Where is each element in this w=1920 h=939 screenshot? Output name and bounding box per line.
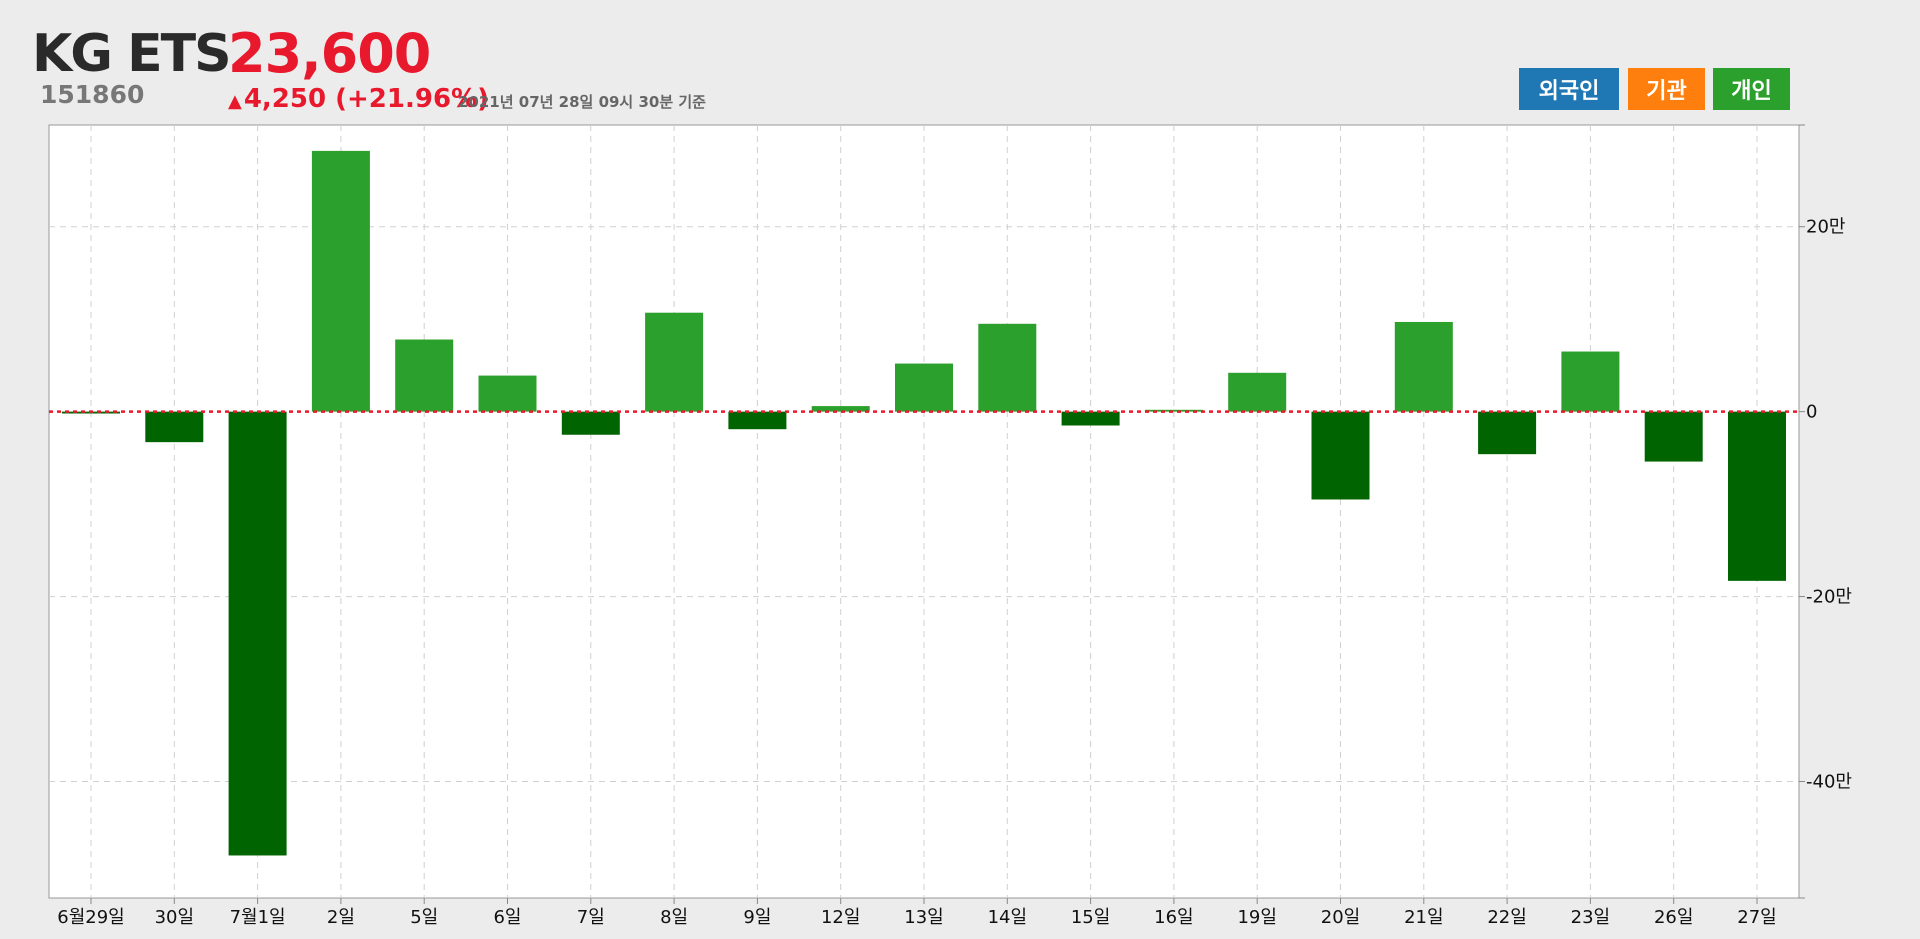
bar [561, 411, 620, 435]
bar [1311, 411, 1370, 500]
bar [895, 363, 953, 412]
bar [395, 339, 454, 412]
bar [478, 375, 537, 412]
x-tick-label: 6일 [493, 907, 521, 928]
up-arrow-icon: ▲ [228, 91, 242, 112]
bar [1061, 411, 1120, 426]
x-tick-label: 2일 [327, 907, 355, 928]
stock-name: KG ETS [32, 24, 232, 84]
bar [1728, 411, 1786, 581]
y-tick-label: 0 [1806, 402, 1817, 423]
bar [1644, 411, 1703, 462]
legend-foreign-button[interactable]: 외국인 [1519, 68, 1619, 110]
bar [645, 312, 704, 412]
x-tick-label: 16일 [1154, 907, 1193, 928]
bar [728, 411, 787, 430]
bar [978, 323, 1037, 412]
legend-individual-button[interactable]: 개인 [1713, 68, 1790, 110]
bar [1561, 351, 1620, 412]
stock-code: 151860 [40, 80, 145, 109]
x-tick-label: 12일 [821, 907, 860, 928]
y-tick-label: -20만 [1806, 587, 1852, 608]
x-tick-label: 9일 [743, 907, 771, 928]
bar [228, 411, 287, 856]
stock-header: KG ETS 23,600 151860 ▲4,250 (+21.96%) 20… [0, 0, 1920, 125]
x-tick-label: 26일 [1654, 907, 1693, 928]
bar [1478, 411, 1537, 455]
timestamp: 2021년 07년 28일 09시 30분 기준 [458, 93, 706, 111]
bar [1394, 321, 1453, 412]
x-tick-label: 27일 [1737, 907, 1776, 928]
y-tick-label: 20만 [1806, 217, 1845, 238]
x-tick-label: 15일 [1071, 907, 1110, 928]
bar [811, 406, 870, 412]
x-tick-label: 23일 [1571, 907, 1610, 928]
bar [145, 411, 204, 443]
x-tick-label: 20일 [1321, 907, 1360, 928]
x-tick-label: 7일 [577, 907, 605, 928]
x-tick-label: 5일 [410, 907, 438, 928]
price-change: ▲4,250 (+21.96%) [228, 84, 489, 114]
price-change-value: 4,250 (+21.96%) [243, 84, 489, 114]
bar [311, 150, 370, 412]
x-tick-label: 13일 [904, 907, 943, 928]
legend-institution-button[interactable]: 기관 [1628, 68, 1705, 110]
bar [1144, 409, 1203, 412]
x-tick-label: 19일 [1237, 907, 1276, 928]
stock-price: 23,600 [228, 22, 431, 85]
x-tick-label: 30일 [155, 907, 194, 928]
y-tick-label: -40만 [1806, 771, 1852, 792]
x-tick-label: 6월29일 [57, 907, 124, 928]
y-axis: 20만 0 -20만 -40만 [1798, 124, 1852, 899]
x-tick-label: 21일 [1404, 907, 1443, 928]
x-tick-label: 8일 [660, 907, 688, 928]
x-tick-label: 14일 [988, 907, 1027, 928]
x-tick-label: 22일 [1487, 907, 1526, 928]
x-tick-label: 7월1일 [230, 907, 286, 928]
bar-series [62, 150, 1786, 856]
x-axis: 6월29일 30일 7월1일 2일 5일 6일 7일 8일 9일 12일 13일 14일 15일 16일 1… [57, 898, 1777, 928]
bar [1228, 372, 1287, 412]
